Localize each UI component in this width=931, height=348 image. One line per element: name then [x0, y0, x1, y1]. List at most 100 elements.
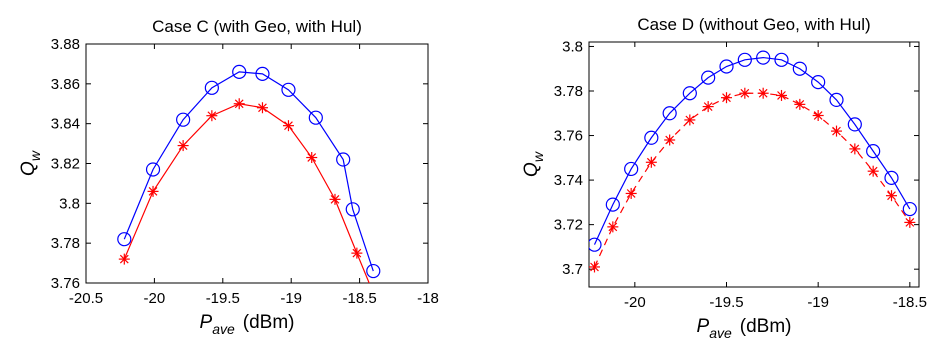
y-tick-label: 3.76	[554, 128, 583, 145]
data-point-circle	[366, 263, 381, 279]
data-point-asterisk	[351, 247, 363, 259]
data-point-asterisk	[739, 87, 751, 99]
data-point-circle	[756, 50, 771, 65]
data-point-circle	[829, 92, 844, 108]
data-point-circle	[662, 106, 677, 121]
data-point-circle	[589, 237, 602, 252]
data-point-circle	[701, 70, 716, 85]
series-line-red-asterisk	[593, 92, 911, 268]
data-point-circle	[117, 232, 132, 247]
data-point-asterisk	[282, 120, 294, 132]
data-point-asterisk	[684, 114, 696, 126]
x-tick-label: -19.5	[206, 290, 240, 307]
data-point-circle	[176, 112, 191, 127]
y-tick-label: 3.88	[51, 36, 80, 53]
series-line-blue-circle	[593, 56, 911, 245]
chart-title: Case C (with Geo, with Hul)	[152, 17, 362, 36]
x-axis-label-symbol: P	[200, 312, 213, 333]
data-point-asterisk	[886, 190, 897, 202]
data-point-asterisk	[625, 187, 637, 199]
y-tick-label: 3.76	[51, 275, 80, 292]
x-tick-label: -20.5	[69, 290, 103, 307]
y-axis-label-symbol: Q	[521, 162, 542, 177]
data-point-asterisk	[329, 193, 341, 205]
data-point-circle	[624, 161, 639, 177]
data-point-circle	[345, 202, 360, 217]
data-point-circle	[774, 52, 789, 67]
data-point-asterisk	[702, 101, 714, 113]
data-point-asterisk	[794, 98, 806, 110]
data-point-asterisk	[867, 165, 879, 177]
data-point-circle	[204, 80, 219, 95]
data-point-circle	[644, 130, 659, 145]
y-tick-label: 3.84	[51, 116, 80, 133]
y-axis-label: Qw	[18, 150, 43, 176]
data-point-asterisk	[147, 185, 159, 197]
x-axis-label-symbol: P	[697, 316, 710, 337]
y-axis-label-subscript: w	[27, 150, 43, 161]
data-point-asterisk	[589, 261, 600, 273]
data-point-circle	[232, 64, 247, 79]
chart-title: Case D (without Geo, with Hul)	[637, 15, 870, 34]
y-tick-label: 3.8	[562, 38, 583, 55]
x-axis-label-unit: (dBm)	[740, 316, 792, 337]
y-axis-label-symbol: Q	[18, 161, 39, 176]
data-point-asterisk	[256, 102, 268, 114]
data-point-circle	[902, 201, 917, 217]
plot-area-frame	[588, 41, 920, 288]
y-axis-label-subscript: w	[530, 151, 546, 162]
series-group	[117, 64, 381, 283]
x-axis-label: Pave (dBm)	[697, 316, 792, 341]
x-tick-label: -18.5	[893, 294, 927, 311]
data-point-asterisk	[757, 87, 769, 99]
data-point-circle	[866, 144, 881, 159]
x-tick-label: -19	[280, 290, 302, 307]
series-group	[589, 50, 917, 273]
data-point-circle	[145, 162, 161, 177]
y-tick-label: 3.7	[562, 261, 583, 278]
data-point-circle	[682, 86, 697, 101]
data-point-asterisk	[233, 98, 245, 110]
x-tick-label: -19	[807, 294, 829, 311]
y-tick-label: 3.82	[51, 156, 80, 173]
x-axis-label-subscript: ave	[212, 321, 235, 337]
data-point-asterisk	[904, 216, 916, 228]
data-point-circle	[884, 170, 899, 185]
x-axis-label-unit: (dBm)	[243, 312, 295, 333]
data-point-asterisk	[607, 221, 619, 233]
data-point-asterisk	[177, 140, 189, 152]
y-tick-label: 3.78	[51, 235, 80, 252]
data-point-asterisk	[118, 253, 130, 265]
x-tick-label: -20	[144, 290, 166, 307]
data-point-asterisk	[664, 134, 676, 146]
data-point-asterisk	[721, 92, 732, 104]
data-point-asterisk	[776, 89, 787, 101]
data-point-asterisk	[645, 156, 657, 168]
data-point-circle	[737, 52, 752, 67]
data-point-circle	[811, 74, 826, 90]
data-point-asterisk	[306, 152, 318, 164]
x-tick-label: -18.5	[342, 290, 376, 307]
y-tick-label: 3.72	[554, 217, 583, 234]
data-point-circle	[308, 110, 323, 125]
data-point-circle	[336, 152, 351, 167]
data-point-circle	[719, 59, 734, 74]
data-point-asterisk	[812, 110, 824, 121]
data-point-asterisk	[206, 110, 218, 122]
y-tick-label: 3.8	[59, 195, 80, 212]
data-point-circle	[255, 66, 270, 81]
data-point-asterisk	[831, 125, 842, 137]
data-point-circle	[605, 197, 620, 212]
x-tick-label: -18	[417, 290, 439, 307]
x-tick-label: -19.5	[709, 294, 743, 311]
y-axis-label: Qw	[521, 151, 546, 177]
data-point-asterisk	[849, 143, 861, 155]
y-tick-label: 3.78	[554, 83, 583, 100]
x-axis-label-subscript: ave	[709, 325, 732, 341]
data-point-circle	[281, 82, 296, 97]
y-tick-label: 3.74	[554, 172, 583, 189]
x-axis-label: Pave (dBm)	[200, 312, 295, 337]
